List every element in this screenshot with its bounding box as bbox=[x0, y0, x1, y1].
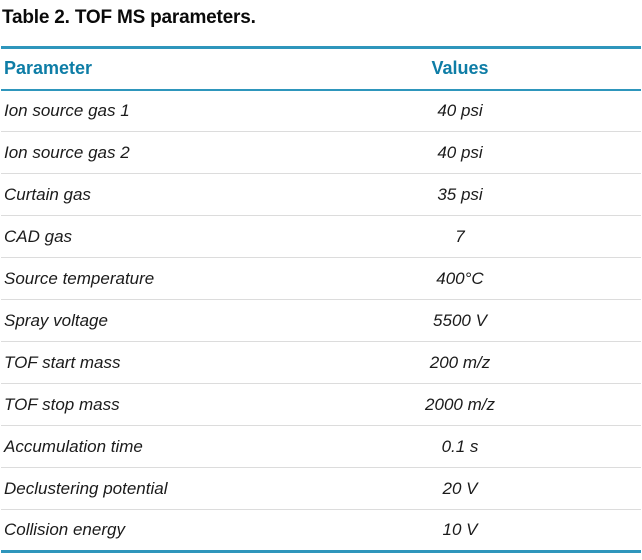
row-value: 0.1 s bbox=[279, 425, 641, 468]
row-value: 20 V bbox=[279, 467, 641, 510]
row-value: 5500 V bbox=[279, 299, 641, 342]
header-values: Values bbox=[279, 46, 641, 91]
row-value: 35 psi bbox=[279, 173, 641, 216]
table-row: CAD gas 7 bbox=[1, 215, 641, 258]
row-parameter: Accumulation time bbox=[1, 425, 279, 468]
row-parameter: Source temperature bbox=[1, 257, 279, 300]
table-row: Declustering potential 20 V bbox=[1, 467, 641, 510]
table-row: TOF start mass 200 m/z bbox=[1, 341, 641, 384]
row-parameter: Curtain gas bbox=[1, 173, 279, 216]
header-parameter: Parameter bbox=[1, 46, 279, 91]
row-parameter: CAD gas bbox=[1, 215, 279, 258]
row-parameter: Collision energy bbox=[1, 509, 279, 553]
table-row: Ion source gas 1 40 psi bbox=[1, 89, 641, 132]
table-row: Collision energy 10 V bbox=[1, 509, 641, 553]
row-value: 200 m/z bbox=[279, 341, 641, 384]
table-row: Source temperature 400°C bbox=[1, 257, 641, 300]
row-value: 40 psi bbox=[279, 131, 641, 174]
row-parameter: Spray voltage bbox=[1, 299, 279, 342]
row-value: 10 V bbox=[279, 509, 641, 553]
table-row: Ion source gas 2 40 psi bbox=[1, 131, 641, 174]
table-caption: Table 2. TOF MS parameters. bbox=[2, 7, 256, 28]
row-parameter: Ion source gas 1 bbox=[1, 89, 279, 132]
row-parameter: TOF stop mass bbox=[1, 383, 279, 426]
row-value: 2000 m/z bbox=[279, 383, 641, 426]
table-row: Spray voltage 5500 V bbox=[1, 299, 641, 342]
header-row: Parameter Values bbox=[1, 46, 641, 91]
row-parameter: TOF start mass bbox=[1, 341, 279, 384]
table-row: Curtain gas 35 psi bbox=[1, 173, 641, 216]
parameters-table: Parameter Values Ion source gas 1 40 psi… bbox=[1, 46, 641, 553]
table-body: Ion source gas 1 40 psi Ion source gas 2… bbox=[1, 89, 641, 553]
table-row: TOF stop mass 2000 m/z bbox=[1, 383, 641, 426]
table-header: Parameter Values bbox=[1, 46, 641, 91]
row-value: 400°C bbox=[279, 257, 641, 300]
row-value: 7 bbox=[279, 215, 641, 258]
row-parameter: Ion source gas 2 bbox=[1, 131, 279, 174]
table-row: Accumulation time 0.1 s bbox=[1, 425, 641, 468]
row-parameter: Declustering potential bbox=[1, 467, 279, 510]
row-value: 40 psi bbox=[279, 89, 641, 132]
